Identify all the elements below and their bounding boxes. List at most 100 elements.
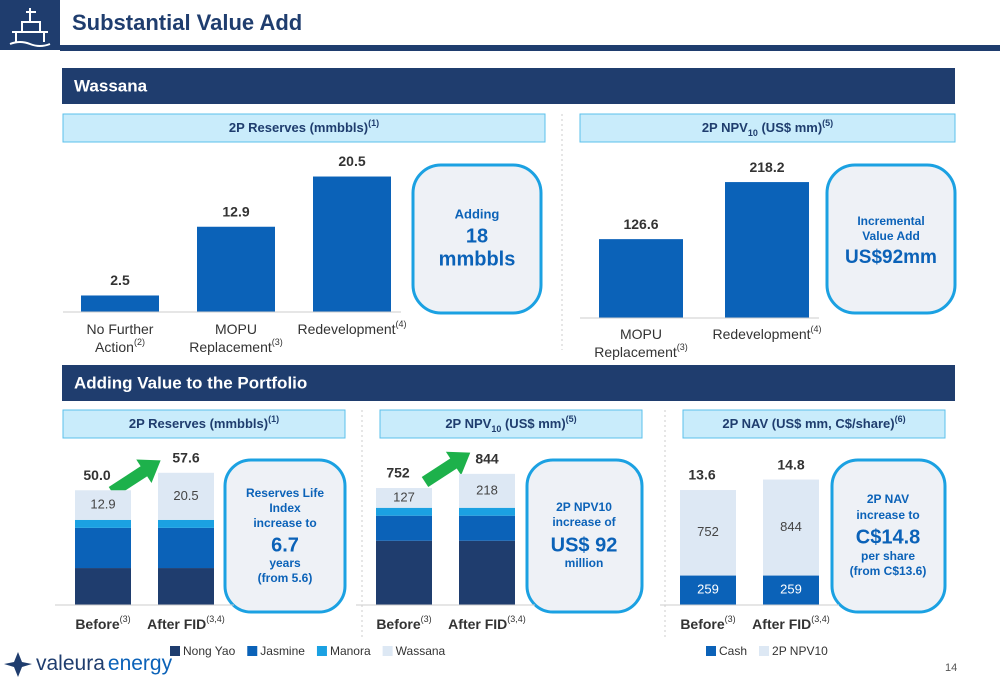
legend-label: Wassana <box>396 644 446 658</box>
x-tick-label: Before(3) <box>680 614 735 631</box>
legend-swatch <box>247 646 258 656</box>
section-title: Wassana <box>74 76 148 95</box>
chart-header <box>579 113 956 143</box>
category-line: After FID <box>147 616 206 632</box>
slide-title: Substantial Value Add <box>72 10 302 35</box>
value-label: 218.2 <box>749 159 784 175</box>
callout-text: US$92mm <box>845 247 937 268</box>
category-note: (3) <box>120 614 131 624</box>
x-tick-label: Replacement(3) <box>189 337 283 354</box>
category-line: Replacement <box>189 339 272 355</box>
category-note: (3) <box>677 342 688 352</box>
legend-swatch <box>382 646 393 656</box>
callout-text: Reserves Life <box>246 486 324 500</box>
total-label: 13.6 <box>688 467 715 483</box>
legend-swatch <box>759 646 770 656</box>
callout-text: increase of <box>552 515 616 529</box>
dividers <box>361 114 666 640</box>
bar-segment <box>158 472 214 520</box>
title-note: (1) <box>368 118 379 128</box>
title-part: (US$ mm) <box>758 120 822 135</box>
callout-text: increase to <box>253 516 316 530</box>
title-part: 10 <box>491 424 501 434</box>
segment-label: 259 <box>697 582 719 597</box>
legend-swatch <box>170 646 180 656</box>
bar-segment <box>680 490 736 576</box>
bar-segment <box>158 519 214 528</box>
total-label: 844 <box>475 451 499 467</box>
total-label: 14.8 <box>777 456 804 472</box>
bar-segment <box>680 575 736 605</box>
bar-segment <box>75 527 131 569</box>
callout-text: Adding <box>455 206 500 221</box>
bar-segment <box>376 515 432 541</box>
callout-text: per share <box>861 549 915 563</box>
title-part: (US$ mm) <box>501 416 565 431</box>
x-tick-label: No Further <box>87 321 154 337</box>
logo-word: energy <box>108 652 173 675</box>
bar-segment <box>376 507 432 516</box>
title-part: 2P NPV <box>702 120 748 135</box>
callout-text: (from 5.6) <box>258 571 313 585</box>
x-tick-label: Replacement(3) <box>594 342 688 359</box>
legend-label: 2P NPV10 <box>772 644 828 658</box>
chart-title: 2P NAV (US$ mm, C$/share)(6) <box>722 414 905 431</box>
x-tick-label: Action(2) <box>95 337 145 354</box>
category-line: After FID <box>752 616 811 632</box>
rig-icon <box>9 8 51 47</box>
category-line: MOPU <box>215 321 257 337</box>
chart-title: 2P NPV10 (US$ mm)(5) <box>445 414 576 434</box>
category-line: Action <box>95 339 134 355</box>
bar <box>81 295 159 312</box>
bar-segment <box>459 507 515 516</box>
bar-segment <box>459 473 515 508</box>
bar-segment <box>158 568 214 605</box>
category-line: MOPU <box>620 326 662 342</box>
callout-text: mmbbls <box>439 248 516 270</box>
callout-text: US$ 92 <box>551 534 618 556</box>
bar-segment <box>763 575 819 605</box>
category-note: (2) <box>134 337 145 347</box>
callout-text: 2P NPV10 <box>556 500 612 514</box>
callout-text: C$14.8 <box>856 526 921 548</box>
page-number: 14 <box>945 662 957 674</box>
bar-segment <box>459 515 515 541</box>
bar <box>313 176 391 312</box>
bar-segment <box>75 519 131 528</box>
category-line: Redevelopment <box>712 326 810 342</box>
segment-label: 259 <box>780 582 802 597</box>
category-line: After FID <box>448 616 507 632</box>
x-tick-label: After FID(3,4) <box>448 614 526 631</box>
growth-arrow <box>108 451 471 498</box>
x-tick-label: After FID(3,4) <box>147 614 225 631</box>
total-label: 57.6 <box>172 450 199 466</box>
category-line: Before <box>680 616 725 632</box>
title-note: (6) <box>895 414 906 424</box>
logo: valeura energy <box>36 652 173 675</box>
bar-segment <box>376 540 432 605</box>
value-label: 126.6 <box>623 216 658 232</box>
legend-swatch <box>706 646 716 656</box>
segment-label: 127 <box>393 489 415 504</box>
logo-mark <box>4 652 32 677</box>
category-note: (3) <box>725 614 736 624</box>
chart-title: 2P Reserves (mmbbls)(1) <box>129 414 279 431</box>
legend-label: Nong Yao <box>183 644 236 658</box>
legend-label: Cash <box>719 644 747 658</box>
title-part: 2P NPV <box>445 416 491 431</box>
category-note: (3,4) <box>811 614 830 624</box>
segment-label: 844 <box>780 519 802 534</box>
value-label: 2.5 <box>110 272 130 288</box>
callout-text: million <box>565 556 604 570</box>
title-note: (5) <box>566 414 577 424</box>
callout-text: Index <box>269 501 301 515</box>
callout-text: 18 <box>466 225 488 247</box>
bar <box>197 226 275 312</box>
chart-header <box>682 409 946 439</box>
callout-text: 2P NAV <box>867 492 909 506</box>
bar-segment <box>158 527 214 569</box>
title-part: 2P NAV (US$ mm, C$/share) <box>722 416 894 431</box>
icon-box <box>0 0 60 50</box>
bar-segment <box>459 540 515 605</box>
